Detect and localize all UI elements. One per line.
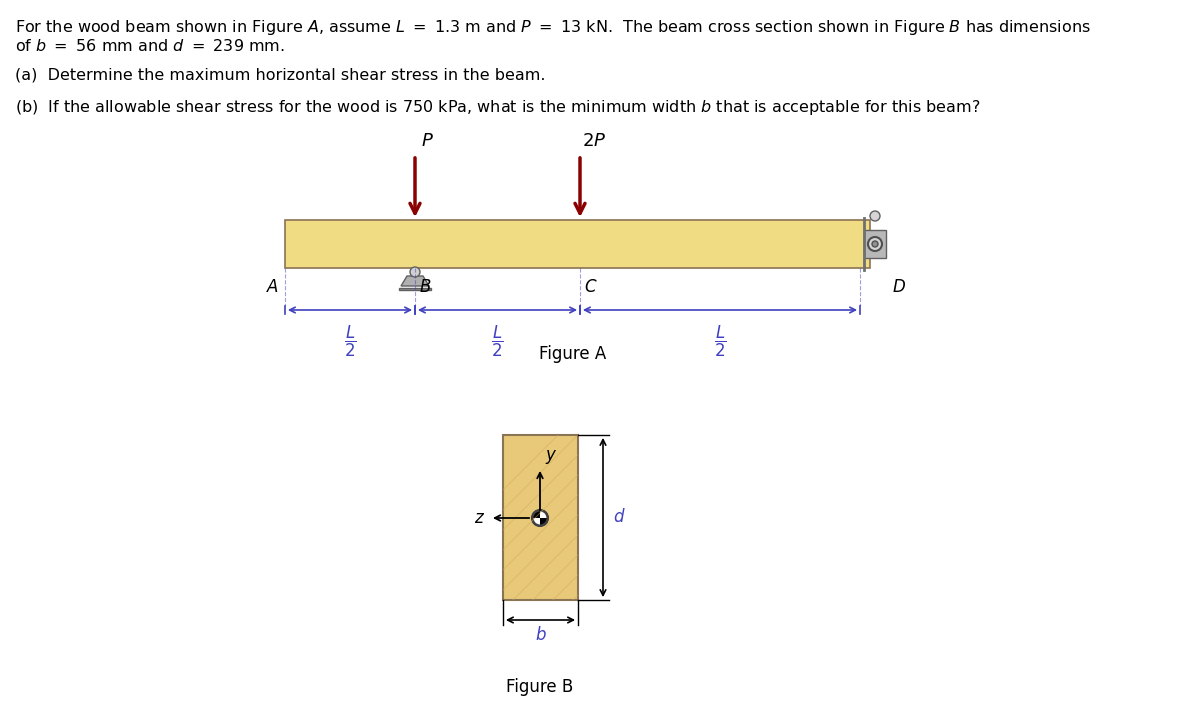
Text: $\dfrac{L}{2}$: $\dfrac{L}{2}$	[344, 324, 356, 359]
Text: $\dfrac{L}{2}$: $\dfrac{L}{2}$	[714, 324, 726, 359]
Text: $b$: $b$	[534, 626, 546, 644]
FancyBboxPatch shape	[864, 230, 887, 258]
Text: $z$: $z$	[474, 509, 486, 527]
Circle shape	[868, 237, 882, 251]
Text: $C$: $C$	[584, 278, 597, 296]
Wedge shape	[532, 510, 540, 518]
Text: $d$: $d$	[613, 508, 626, 526]
Circle shape	[411, 267, 420, 277]
Wedge shape	[540, 518, 547, 526]
Wedge shape	[532, 518, 540, 526]
Text: For the wood beam shown in Figure $A$, assume $L\ =\ 1.3$ m and $P\ =\ 13$ kN.  : For the wood beam shown in Figure $A$, a…	[15, 18, 1091, 37]
Text: $P$: $P$	[420, 132, 433, 150]
Polygon shape	[401, 276, 430, 286]
Text: (b)  If the allowable shear stress for the wood is $750$ kPa, what is the minimu: (b) If the allowable shear stress for th…	[15, 98, 981, 117]
Circle shape	[532, 510, 549, 526]
Text: $D$: $D$	[892, 278, 906, 296]
Text: (a)  Determine the maximum horizontal shear stress in the beam.: (a) Determine the maximum horizontal she…	[15, 68, 545, 83]
Text: $\dfrac{L}{2}$: $\dfrac{L}{2}$	[491, 324, 503, 359]
Text: $A$: $A$	[265, 278, 278, 296]
Circle shape	[870, 211, 879, 221]
Text: Figure B: Figure B	[507, 678, 574, 696]
Circle shape	[872, 241, 878, 247]
FancyBboxPatch shape	[503, 435, 578, 600]
Text: $B$: $B$	[419, 278, 432, 296]
Text: $2P$: $2P$	[582, 132, 606, 150]
Text: of $b\ =\ 56$ mm and $d\ =\ 239$ mm.: of $b\ =\ 56$ mm and $d\ =\ 239$ mm.	[15, 38, 284, 54]
Text: $y$: $y$	[545, 448, 557, 466]
Text: Figure A: Figure A	[539, 345, 606, 363]
Polygon shape	[399, 288, 431, 290]
Wedge shape	[540, 510, 547, 518]
FancyBboxPatch shape	[284, 220, 870, 268]
